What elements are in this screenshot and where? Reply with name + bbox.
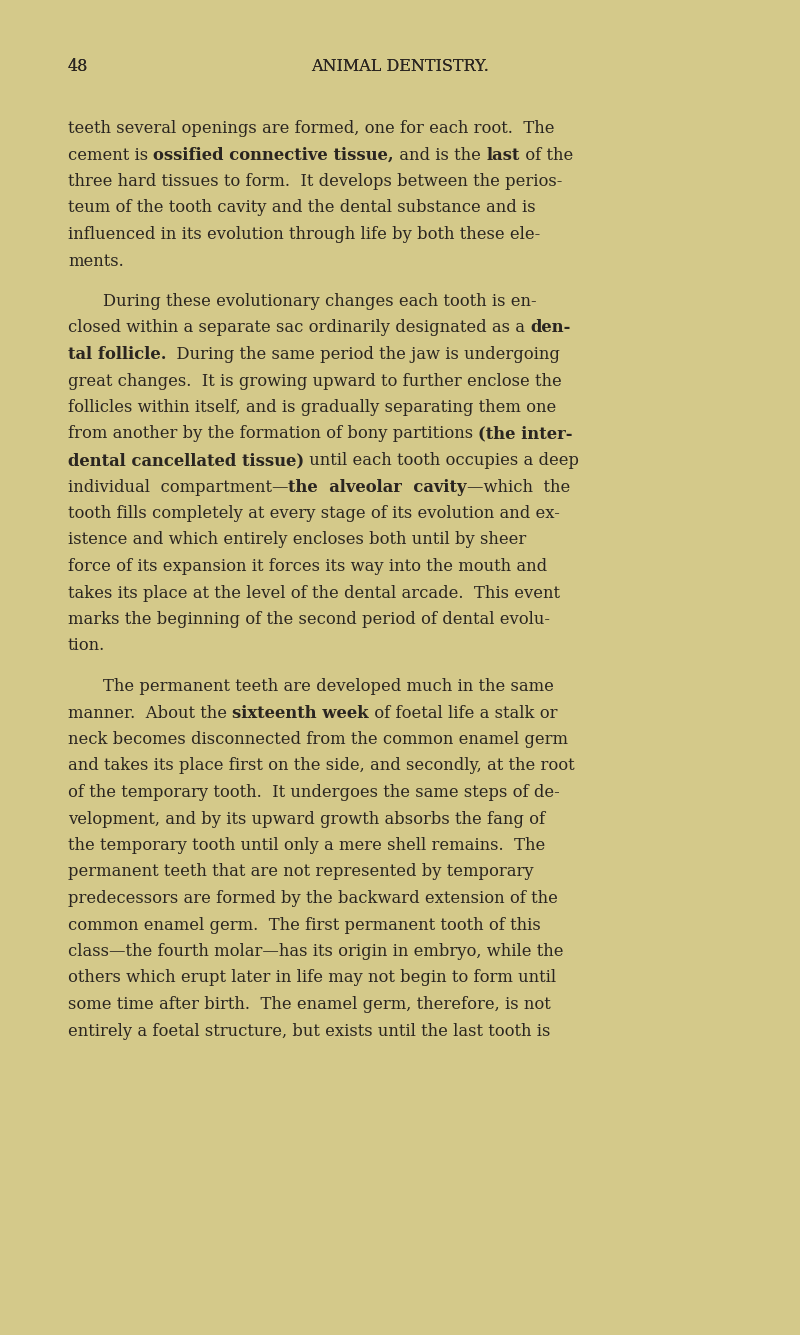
Text: entirely a foetal structure, but exists until the last tooth is: entirely a foetal structure, but exists …	[68, 1023, 550, 1040]
Text: During these evolutionary changes each tooth is en-: During these evolutionary changes each t…	[103, 292, 537, 310]
Text: of the: of the	[519, 147, 573, 163]
Text: great changes.  It is growing upward to further enclose the: great changes. It is growing upward to f…	[68, 372, 562, 390]
Text: 48: 48	[68, 57, 88, 75]
Text: dental cancellated tissue): dental cancellated tissue)	[68, 453, 304, 469]
Text: from another by the formation of bony partitions: from another by the formation of bony pa…	[68, 426, 478, 442]
Text: some time after birth.  The enamel germ, therefore, is not: some time after birth. The enamel germ, …	[68, 996, 550, 1013]
Text: and takes its place first on the side, and secondly, at the root: and takes its place first on the side, a…	[68, 757, 574, 774]
Text: istence and which entirely encloses both until by sheer: istence and which entirely encloses both…	[68, 531, 526, 549]
Text: The permanent teeth are developed much in the same: The permanent teeth are developed much i…	[103, 678, 554, 696]
Text: cement is: cement is	[68, 147, 154, 163]
Text: predecessors are formed by the backward extension of the: predecessors are formed by the backward …	[68, 890, 558, 906]
Text: tooth fills completely at every stage of its evolution and ex-: tooth fills completely at every stage of…	[68, 505, 560, 522]
Text: teum of the tooth cavity and the dental substance and is: teum of the tooth cavity and the dental …	[68, 199, 536, 216]
Text: manner.  About the: manner. About the	[68, 705, 232, 721]
Text: permanent teeth that are not represented by temporary: permanent teeth that are not represented…	[68, 864, 534, 881]
Text: tion.: tion.	[68, 638, 106, 654]
Text: (the inter-: (the inter-	[478, 426, 573, 442]
Text: class—the fourth molar—has its origin in embryo, while the: class—the fourth molar—has its origin in…	[68, 943, 563, 960]
Text: the temporary tooth until only a mere shell remains.  The: the temporary tooth until only a mere sh…	[68, 837, 546, 854]
Text: ossified connective tissue,: ossified connective tissue,	[154, 147, 394, 163]
Text: ments.: ments.	[68, 252, 124, 270]
Text: of foetal life a stalk or: of foetal life a stalk or	[369, 705, 558, 721]
Text: force of its expansion it forces its way into the mouth and: force of its expansion it forces its way…	[68, 558, 547, 575]
Text: individual  compartment—: individual compartment—	[68, 478, 289, 495]
Text: marks the beginning of the second period of dental evolu-: marks the beginning of the second period…	[68, 611, 550, 627]
Text: influenced in its evolution through life by both these ele-: influenced in its evolution through life…	[68, 226, 540, 243]
Text: —which  the: —which the	[467, 478, 570, 495]
Text: common enamel germ.  The first permanent tooth of this: common enamel germ. The first permanent …	[68, 917, 541, 933]
Text: others which erupt later in life may not begin to form until: others which erupt later in life may not…	[68, 969, 556, 987]
Text: ANIMAL DENTISTRY.: ANIMAL DENTISTRY.	[311, 57, 489, 75]
Text: three hard tissues to form.  It develops between the perios-: three hard tissues to form. It develops …	[68, 174, 562, 190]
Text: During the same period the jaw is undergoing: During the same period the jaw is underg…	[166, 346, 560, 363]
Text: and is the: and is the	[394, 147, 486, 163]
Text: takes its place at the level of the dental arcade.  This event: takes its place at the level of the dent…	[68, 585, 560, 602]
Text: sixteenth week: sixteenth week	[232, 705, 369, 721]
Text: the  alveolar  cavity: the alveolar cavity	[289, 478, 467, 495]
Text: velopment, and by its upward growth absorbs the fang of: velopment, and by its upward growth abso…	[68, 810, 545, 828]
Text: 48: 48	[68, 57, 88, 75]
Text: den-: den-	[530, 319, 570, 336]
Text: ANIMAL DENTISTRY.: ANIMAL DENTISTRY.	[311, 57, 489, 75]
Text: neck becomes disconnected from the common enamel germ: neck becomes disconnected from the commo…	[68, 732, 568, 748]
Text: last: last	[486, 147, 519, 163]
Text: tal follicle.: tal follicle.	[68, 346, 166, 363]
Text: until each tooth occupies a deep: until each tooth occupies a deep	[304, 453, 579, 469]
Text: of the temporary tooth.  It undergoes the same steps of de-: of the temporary tooth. It undergoes the…	[68, 784, 560, 801]
Text: follicles within itself, and is gradually separating them one: follicles within itself, and is graduall…	[68, 399, 556, 417]
Text: teeth several openings are formed, one for each root.  The: teeth several openings are formed, one f…	[68, 120, 554, 138]
Text: closed within a separate sac ordinarily designated as a: closed within a separate sac ordinarily …	[68, 319, 530, 336]
